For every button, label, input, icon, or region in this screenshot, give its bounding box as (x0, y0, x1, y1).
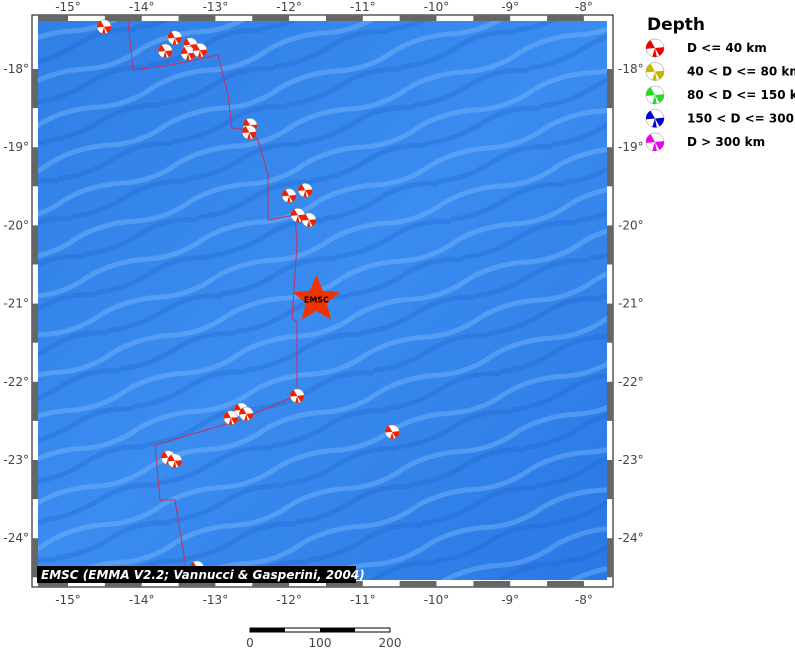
frame-stripe (399, 15, 437, 21)
frame-stripe (607, 381, 613, 421)
earthquake-beachball[interactable] (281, 188, 297, 203)
legend-beachball-icon[interactable] (645, 132, 665, 152)
frame-stripe (38, 15, 68, 21)
frame-stripe (32, 147, 38, 187)
lon-tick-label: -8° (575, 593, 593, 607)
frame-stripe (473, 581, 511, 587)
frame-stripe (607, 147, 613, 187)
frame-stripe (607, 538, 613, 578)
legend-item-label: D <= 40 km (687, 41, 767, 55)
lat-tick-label: -22° (3, 375, 29, 389)
earthquake-beachball[interactable] (289, 388, 305, 404)
lon-tick-label: -15° (55, 0, 81, 14)
legend-item-label: 40 < D <= 80 km (687, 65, 795, 79)
scale-label-0: 0 (246, 636, 254, 648)
lon-tick-label: -13° (203, 0, 229, 14)
lon-tick-label: -14° (129, 0, 155, 14)
legend-beachball-icon[interactable] (645, 85, 665, 105)
earthquake-beachball[interactable] (158, 43, 173, 59)
lon-tick-label: -11° (350, 0, 376, 14)
lon-tick-label: -12° (276, 0, 302, 14)
frame-stripe (252, 15, 290, 21)
lon-tick-label: -15° (55, 593, 81, 607)
lon-tick-label: -12° (276, 593, 302, 607)
frame-stripe (178, 15, 216, 21)
earthquake-beachball[interactable] (242, 125, 257, 140)
earthquake-beachball[interactable] (167, 30, 183, 45)
plate-boundary (127, 20, 298, 581)
earthquake-beachball[interactable] (298, 182, 313, 198)
frame-stripe (547, 581, 584, 587)
lat-tick-label: -21° (3, 297, 29, 311)
legend-title: Depth (647, 15, 705, 35)
lat-tick-label: -20° (618, 218, 644, 232)
lon-tick-label: -11° (350, 593, 376, 607)
lon-tick-label: -8° (575, 0, 593, 14)
frame-stripe (178, 581, 216, 587)
lat-tick-label: -21° (618, 297, 644, 311)
frame-stripe (399, 581, 437, 587)
lat-tick-label: -24° (3, 531, 29, 545)
earthquake-beachball[interactable] (239, 406, 254, 422)
frame-stripe (473, 15, 511, 21)
frame-stripe (32, 538, 38, 578)
legend-item-label: D > 300 km (687, 135, 765, 149)
depth-legend: Depth D <= 40 km 40 < D <= 80 km 80 < D <=… (645, 15, 795, 152)
epicenter-label: EMSC (304, 296, 329, 305)
legend-beachball-icon[interactable] (645, 109, 665, 128)
lat-tick-label: -18° (618, 62, 644, 76)
legend-item-label: 80 < D <= 150 km (687, 88, 795, 102)
scale-label-100: 100 (309, 636, 332, 648)
frame-stripe (607, 69, 613, 109)
lon-tick-label: -10° (424, 593, 450, 607)
map-frame: EMSC EMSC (EMMA V2.2; Vannucci & Gasperi… (31, 14, 614, 588)
frame-stripe (325, 581, 363, 587)
epicenter-star-icon[interactable] (292, 274, 341, 320)
lat-tick-label: -18° (3, 62, 29, 76)
lat-tick-label: -23° (618, 453, 644, 467)
frame-stripe (104, 15, 142, 21)
earthquake-beachball[interactable] (301, 212, 317, 228)
lon-tick-label: -13° (203, 593, 229, 607)
lon-tick-label: -9° (501, 0, 519, 14)
scale-label-200: 200 (379, 636, 402, 648)
earthquake-beachball[interactable] (96, 19, 112, 35)
legend-beachball-icon[interactable] (645, 38, 665, 58)
frame-stripe (32, 303, 38, 343)
earthquake-beachball[interactable] (192, 42, 208, 58)
lat-tick-label: -24° (618, 531, 644, 545)
lon-tick-label: -10° (424, 0, 450, 14)
credit-label: EMSC (EMMA V2.2; Vannucci & Gasperini, 2… (41, 568, 365, 582)
frame-stripe (607, 460, 613, 500)
lat-tick-label: -19° (618, 140, 644, 154)
frame-stripe (607, 225, 613, 265)
frame-stripe (32, 460, 38, 500)
frame-stripe (325, 15, 363, 21)
earthquake-beachball[interactable] (180, 46, 196, 61)
earthquake-beachball[interactable] (385, 424, 400, 440)
frame-stripe (32, 225, 38, 265)
frame-stripe (607, 303, 613, 343)
earthquake-beachball[interactable] (167, 453, 183, 469)
lon-tick-label: -14° (129, 593, 155, 607)
lat-tick-label: -20° (3, 218, 29, 232)
lat-tick-label: -22° (618, 375, 644, 389)
earthquake-beachball[interactable] (223, 410, 239, 426)
legend-beachball-icon[interactable] (645, 62, 665, 81)
frame-stripe (547, 15, 584, 21)
frame-stripe (252, 581, 290, 587)
frame-stripe (32, 381, 38, 421)
lon-tick-label: -9° (501, 593, 519, 607)
scale-bar: 0 100 200 (246, 627, 402, 648)
lat-tick-label: -23° (3, 453, 29, 467)
frame-stripe (32, 69, 38, 109)
frame-stripe (104, 581, 142, 587)
legend-item-label: 150 < D <= 300 km (687, 112, 795, 126)
frame-stripe (38, 581, 68, 587)
lat-tick-label: -19° (3, 140, 29, 154)
